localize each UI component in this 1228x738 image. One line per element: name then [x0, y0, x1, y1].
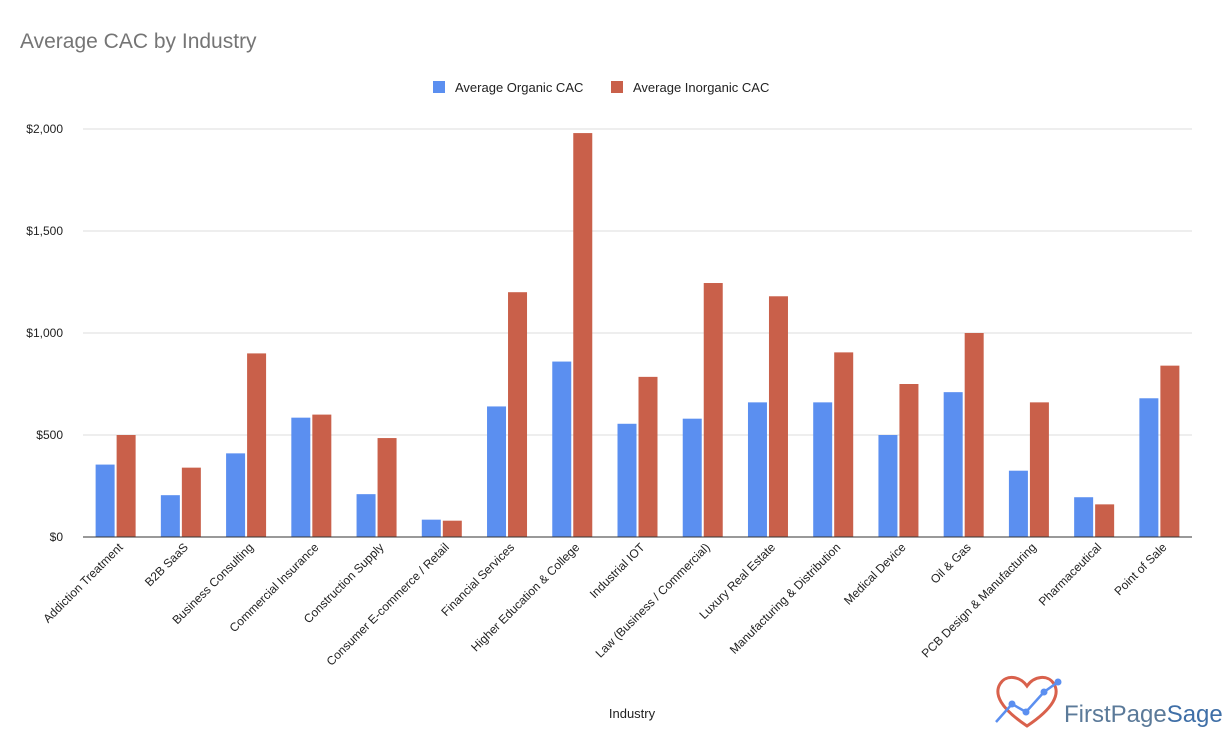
- bar-inorganic: [638, 376, 658, 537]
- x-tick-label: Manufacturing & Distribution: [727, 540, 843, 656]
- bar-inorganic: [181, 467, 201, 537]
- brand-logo: FirstPageSage: [995, 676, 1223, 728]
- bar-inorganic: [899, 384, 919, 537]
- bar-inorganic: [834, 352, 854, 537]
- x-tick-label: PCB Design & Manufacturing: [919, 540, 1039, 660]
- bar-inorganic: [508, 292, 528, 537]
- bar-organic: [356, 494, 376, 537]
- bar-inorganic: [1160, 365, 1180, 537]
- bars: [95, 133, 1180, 537]
- bar-inorganic: [964, 333, 984, 537]
- bar-organic: [617, 423, 637, 537]
- bar-organic: [747, 402, 767, 537]
- x-tick-label: Higher Education & College: [468, 540, 582, 654]
- y-tick-label: $1,500: [26, 224, 63, 238]
- x-tick-label: Medical Device: [841, 540, 909, 608]
- x-tick-label: Addiction Treatment: [40, 540, 126, 626]
- bar-inorganic: [768, 296, 788, 537]
- brand-name: FirstPageSage: [1064, 701, 1223, 728]
- bar-inorganic: [116, 435, 136, 537]
- x-tick-label: B2B SaaS: [142, 540, 191, 589]
- bar-organic: [421, 519, 441, 537]
- legend-label: Average Inorganic CAC: [633, 80, 769, 95]
- bar-organic: [813, 402, 833, 537]
- legend: Average Organic CAC Average Inorganic CAC: [433, 80, 769, 95]
- x-axis-title: Industry: [609, 706, 656, 721]
- y-tick-label: $500: [36, 428, 63, 442]
- bar-inorganic: [1029, 402, 1049, 537]
- bar-organic: [878, 435, 898, 537]
- y-tick-label: $1,000: [26, 326, 63, 340]
- x-tick-label: Pharmaceutical: [1036, 540, 1104, 608]
- bar-organic: [95, 464, 115, 537]
- bar-organic: [226, 453, 246, 537]
- y-tick-label: $2,000: [26, 122, 63, 136]
- x-tick-label: Point of Sale: [1111, 540, 1169, 598]
- x-tick-label: Consumer E-commerce / Retail: [324, 540, 452, 668]
- brand-name-part2: Sage: [1167, 701, 1223, 728]
- bar-inorganic: [703, 283, 723, 537]
- bar-inorganic: [442, 520, 462, 537]
- legend-label: Average Organic CAC: [455, 80, 583, 95]
- bar-organic: [1074, 497, 1094, 537]
- x-tick-label: Oil & Gas: [928, 540, 974, 586]
- bar-organic: [487, 406, 507, 537]
- bar-inorganic: [573, 133, 593, 537]
- chart-title: Average CAC by Industry: [20, 30, 257, 53]
- legend-swatch: [433, 81, 445, 93]
- bar-organic: [1008, 470, 1028, 537]
- brand-name-part1: FirstPage: [1064, 701, 1167, 728]
- bar-organic: [943, 392, 963, 537]
- bar-organic: [160, 495, 180, 537]
- bar-organic: [552, 361, 572, 537]
- x-tick-label: Industrial IOT: [587, 540, 648, 601]
- gridlines: [83, 128, 1192, 436]
- bar-inorganic: [312, 414, 332, 537]
- legend-swatch: [611, 81, 623, 93]
- bar-organic: [1139, 398, 1159, 537]
- heart-chart-icon: [995, 676, 1062, 728]
- bar-inorganic: [377, 438, 397, 537]
- bar-organic: [682, 418, 702, 537]
- y-axis: $0 $500 $1,000 $1,500 $2,000: [26, 122, 63, 544]
- bar-inorganic: [1095, 504, 1115, 537]
- bar-inorganic: [247, 353, 267, 537]
- y-tick-label: $0: [50, 530, 64, 544]
- x-tick-label: Law (Business / Commercial): [593, 540, 713, 660]
- bar-organic: [291, 417, 311, 537]
